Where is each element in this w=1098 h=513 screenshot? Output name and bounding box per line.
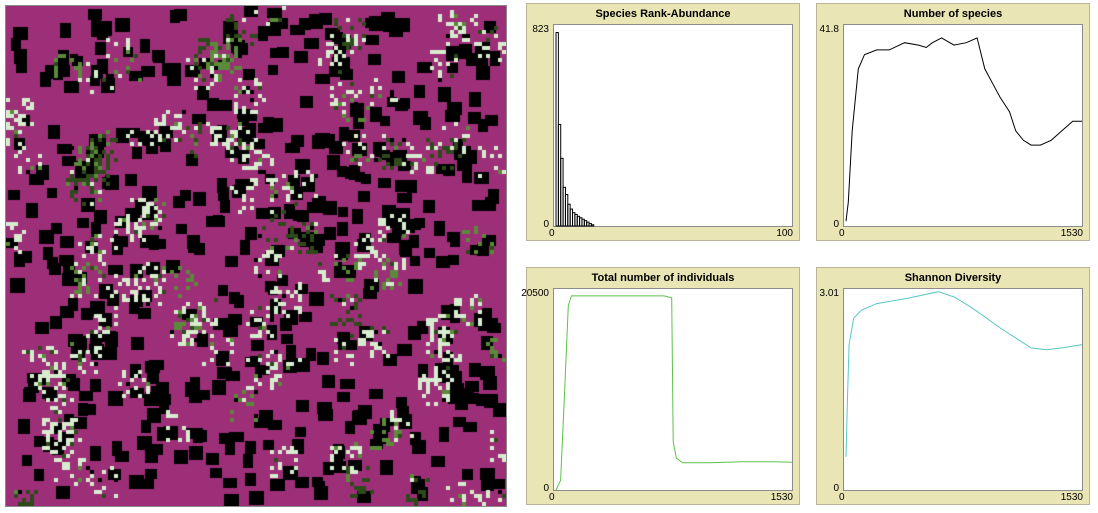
y-min-label: 0	[833, 483, 839, 494]
plot-shannon-diversity: Shannon Diversity 3.01 0 0 1530	[816, 267, 1090, 505]
plot-title: Species Rank-Abundance	[595, 8, 731, 20]
plot-title: Shannon Diversity	[904, 272, 1002, 284]
x-max-label: 1530	[1060, 492, 1083, 503]
y-min-label: 0	[833, 219, 839, 230]
x-max-label: 1530	[1060, 228, 1083, 239]
plot-total-individuals: Total number of individuals 20500 0 0 15…	[521, 267, 800, 505]
plot-title: Total number of individuals	[591, 272, 735, 284]
series-line	[845, 291, 1083, 457]
plot-area	[553, 24, 793, 227]
x-min-label: 0	[839, 492, 845, 503]
plot-area	[843, 288, 1083, 491]
y-max-label: 823	[532, 24, 549, 35]
plot-area	[553, 288, 793, 491]
plot-title: Number of species	[903, 8, 1003, 20]
series-line	[845, 37, 1082, 222]
y-min-label: 0	[543, 483, 549, 494]
plot-rank-abundance: Species Rank-Abundance 823 0 0 100	[526, 3, 800, 241]
x-min-label: 0	[549, 492, 555, 503]
x-max-label: 1530	[770, 492, 793, 503]
x-max-label: 100	[776, 228, 793, 239]
shannon-chart	[845, 291, 1083, 457]
rank-abundance-chart	[555, 32, 595, 227]
series-line	[555, 295, 793, 491]
species-count-chart	[845, 37, 1082, 222]
individuals-chart	[555, 295, 793, 491]
patch-grid	[6, 6, 506, 506]
plot-number-of-species: Number of species 41.8 0 0 1530	[816, 3, 1090, 241]
y-min-label: 0	[543, 219, 549, 230]
x-min-label: 0	[839, 228, 845, 239]
y-max-label: 3.01	[819, 288, 839, 299]
x-min-label: 0	[549, 228, 555, 239]
y-max-label: 41.8	[819, 24, 839, 35]
plot-area	[843, 24, 1083, 227]
world-view[interactable]	[5, 5, 507, 507]
y-max-label: 20500	[521, 288, 549, 299]
bar-15	[590, 224, 595, 227]
